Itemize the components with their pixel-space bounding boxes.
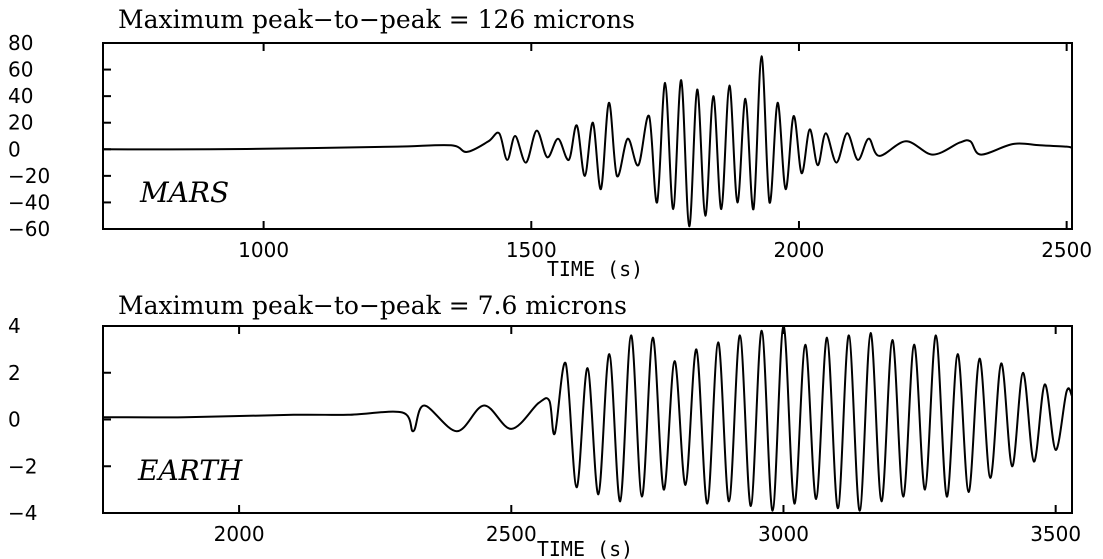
- earth-tick-layer: 4 2 0 −2 −4 2000 2500 3000 3500: [8, 314, 1081, 546]
- mars-x-tick-label: 2500: [1041, 238, 1092, 262]
- mars-plot-frame: [102, 42, 1073, 230]
- earth-y-tick-label: −2: [8, 454, 37, 478]
- earth-x-tick-label: 2500: [486, 522, 537, 546]
- earth-label: EARTH: [137, 454, 243, 487]
- earth-trace: [102, 324, 1073, 512]
- mars-x-tick-label: 2000: [774, 238, 825, 262]
- earth-y-tick-label: 4: [8, 314, 21, 338]
- mars-panel: Maximum peak−to−peak = 126 microns MARS …: [8, 5, 1092, 281]
- mars-x-tick-label: 1000: [238, 238, 289, 262]
- mars-y-tick-label: 60: [8, 58, 33, 82]
- mars-y-tick-label: 40: [8, 84, 33, 108]
- mars-y-tick-label: −60: [8, 217, 50, 241]
- earth-x-tick-label: 3000: [758, 522, 809, 546]
- mars-y-tick-label: −20: [8, 164, 50, 188]
- mars-y-tick-label: 80: [8, 31, 33, 55]
- mars-title: Maximum peak−to−peak = 126 microns: [118, 5, 635, 34]
- earth-x-tick-label: 3500: [1030, 522, 1081, 546]
- earth-x-axis-label: TIME (s): [537, 537, 633, 559]
- earth-y-tick-label: −4: [8, 501, 37, 525]
- mars-x-axis-label: TIME (s): [547, 257, 643, 281]
- earth-y-tick-label: 0: [8, 408, 21, 432]
- earth-x-tick-label: 2000: [214, 522, 265, 546]
- mars-y-tick-label: 20: [8, 111, 33, 135]
- mars-x-tick-label: 1500: [506, 238, 557, 262]
- mars-label: MARS: [139, 176, 229, 209]
- mars-trace: [102, 55, 1073, 228]
- mars-y-tick-label: 0: [8, 137, 21, 161]
- mars-y-tick-label: −40: [8, 190, 50, 214]
- earth-y-tick-label: 2: [8, 361, 21, 385]
- earth-panel: Maximum peak−to−peak = 7.6 microns EARTH…: [8, 291, 1081, 559]
- earth-title: Maximum peak−to−peak = 7.6 microns: [118, 291, 627, 320]
